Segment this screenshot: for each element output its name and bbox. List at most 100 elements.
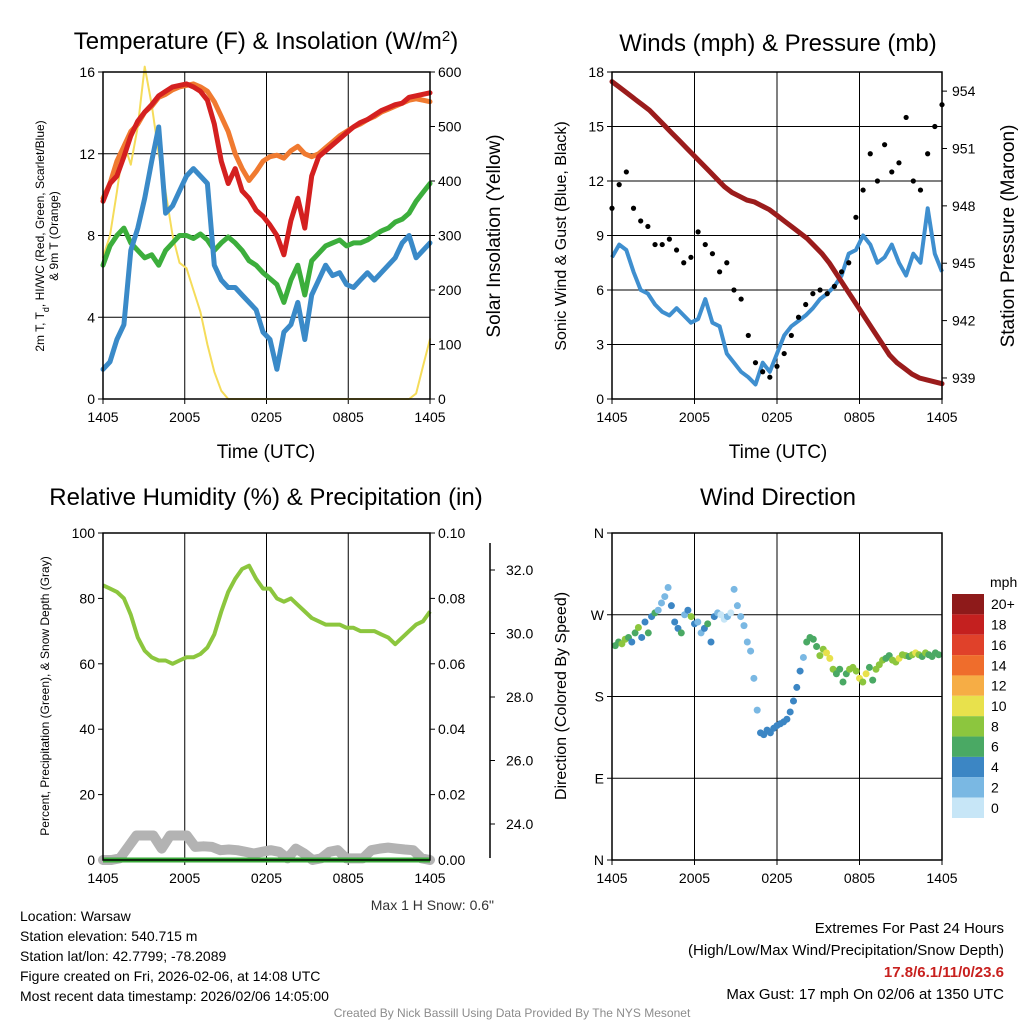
- series-relative-humidity: [102, 563, 432, 666]
- y2-tick-label: 0.08: [438, 590, 465, 606]
- direction-point: [836, 665, 844, 673]
- direction-point: [743, 638, 751, 646]
- legend-swatch: [952, 655, 984, 676]
- extremes-values: 17.8/6.1/11/0/23.6: [883, 964, 1004, 981]
- chart-title: Winds (mph) & Pressure (mb): [619, 30, 936, 57]
- extremes-title: Extremes For Past 24 Hours: [814, 920, 1004, 937]
- gust-point: [932, 123, 938, 130]
- direction-point: [694, 618, 702, 626]
- gust-point: [810, 291, 816, 297]
- recent-data-line: Most recent data timestamp: 2026/02/06 1…: [20, 988, 329, 1004]
- y-tick-label: 12: [79, 146, 95, 162]
- legend-label: 14: [991, 657, 1007, 673]
- y2-tick-label: 951: [952, 140, 976, 156]
- direction-point: [935, 651, 943, 659]
- gust-point: [788, 332, 794, 339]
- y2-tick-label: 500: [438, 119, 462, 135]
- y-tick-label: 100: [72, 525, 96, 541]
- y-tick-label: N: [594, 525, 604, 541]
- y-tick-label: 0: [596, 391, 604, 407]
- legend-swatch: [952, 634, 984, 656]
- y2-tick-label: 948: [952, 198, 976, 214]
- y-label-part: 2m T, T: [33, 311, 47, 351]
- gust-point: [688, 254, 694, 260]
- gust-point: [767, 374, 773, 380]
- y2-tick-label: 100: [438, 337, 462, 353]
- y2-tick-label: 0: [438, 391, 446, 407]
- gust-point: [709, 251, 716, 257]
- series-2m-t: [100, 81, 433, 258]
- gust-point: [745, 332, 751, 339]
- direction-point: [664, 584, 672, 591]
- gust-point: [695, 229, 701, 235]
- y3-tick-label: 28.0: [506, 689, 533, 705]
- legend-label: 12: [991, 678, 1007, 694]
- x-axis-label: Time (UTC): [729, 442, 828, 463]
- direction-point: [634, 623, 642, 631]
- gust-point: [896, 160, 902, 166]
- direction-point: [747, 647, 755, 655]
- title-end: ): [450, 28, 458, 55]
- y2-tick-label: 0.04: [438, 721, 465, 737]
- speed-legend: mph 20+ 18 16 14 12 10 8 6 4 2 0: [952, 574, 1017, 818]
- legend-label: 0: [991, 800, 999, 816]
- direction-point: [658, 599, 665, 607]
- x-tick-label: 1405: [926, 409, 957, 425]
- elevation-line: Station elevation: 540.715 m: [20, 928, 198, 944]
- direction-point: [727, 609, 735, 617]
- x-tick-label: 0805: [844, 409, 875, 425]
- gust-point: [838, 269, 845, 275]
- gust-point: [860, 187, 866, 193]
- direction-point: [783, 715, 791, 723]
- direction-point: [628, 638, 636, 646]
- y-tick-label: 4: [87, 309, 95, 325]
- y2-tick-label: 942: [952, 313, 976, 329]
- y-tick-label: 0: [87, 852, 95, 868]
- y-tick-label: 9: [596, 228, 604, 244]
- series-td: [100, 181, 433, 305]
- direction-point: [809, 635, 817, 643]
- y-label-part: & 9m T (Orange): [47, 191, 61, 281]
- direction-point: [816, 652, 824, 660]
- legend-label: 10: [991, 698, 1007, 714]
- y-tick-label: S: [595, 689, 604, 705]
- gust-point: [738, 296, 744, 302]
- direction-point: [813, 643, 821, 651]
- legend-label: 20+: [991, 596, 1015, 612]
- x-axis-label: Time (UTC): [217, 442, 316, 463]
- legend-swatch: [952, 594, 984, 615]
- gust-point: [638, 218, 644, 224]
- gust-point: [724, 260, 730, 266]
- gust-point: [910, 178, 916, 184]
- legend-label: 16: [991, 637, 1007, 653]
- y2-axis-label: Station Pressure (Maroon): [998, 125, 1019, 348]
- series-station-pressure: [609, 79, 945, 387]
- legend-label: 18: [991, 617, 1007, 633]
- panel-wind: 0 3 6 9 12 15 18 1405 2005 0205 0805 1405 Winds (mph…: [553, 30, 1019, 463]
- gust-point: [702, 241, 708, 248]
- direction-point: [661, 593, 669, 601]
- panel-rh: 0 20 40 60 80 100 1405 2005 0205 0805 1405 Relative…: [38, 484, 533, 886]
- gust-point: [666, 236, 672, 242]
- y-tick-label: 15: [588, 119, 604, 135]
- gust-point: [673, 247, 680, 253]
- direction-point: [733, 602, 741, 610]
- y2-tick-label: 300: [438, 228, 462, 244]
- x-tick-label: 2005: [169, 409, 200, 425]
- legend-swatch: [952, 777, 984, 798]
- x-tick-label: 0805: [333, 870, 364, 886]
- gust-point: [731, 287, 737, 293]
- series-hi-wc: [100, 124, 433, 372]
- direction-point: [750, 674, 758, 682]
- y-tick-label: 8: [87, 228, 95, 244]
- x-tick-label: 0205: [761, 870, 792, 886]
- direction-point: [740, 622, 748, 630]
- legend-swatch: [952, 614, 984, 635]
- gust-point: [781, 350, 787, 357]
- direction-point: [869, 676, 877, 684]
- series-sonic-wind: [610, 206, 944, 387]
- gust-point: [803, 301, 809, 308]
- y-tick-label: E: [595, 770, 604, 786]
- direction-point: [796, 667, 804, 675]
- panel-temp: 0 4 8 12 16 1405 2005 0205 0805 1405 Temperature (…: [33, 28, 505, 464]
